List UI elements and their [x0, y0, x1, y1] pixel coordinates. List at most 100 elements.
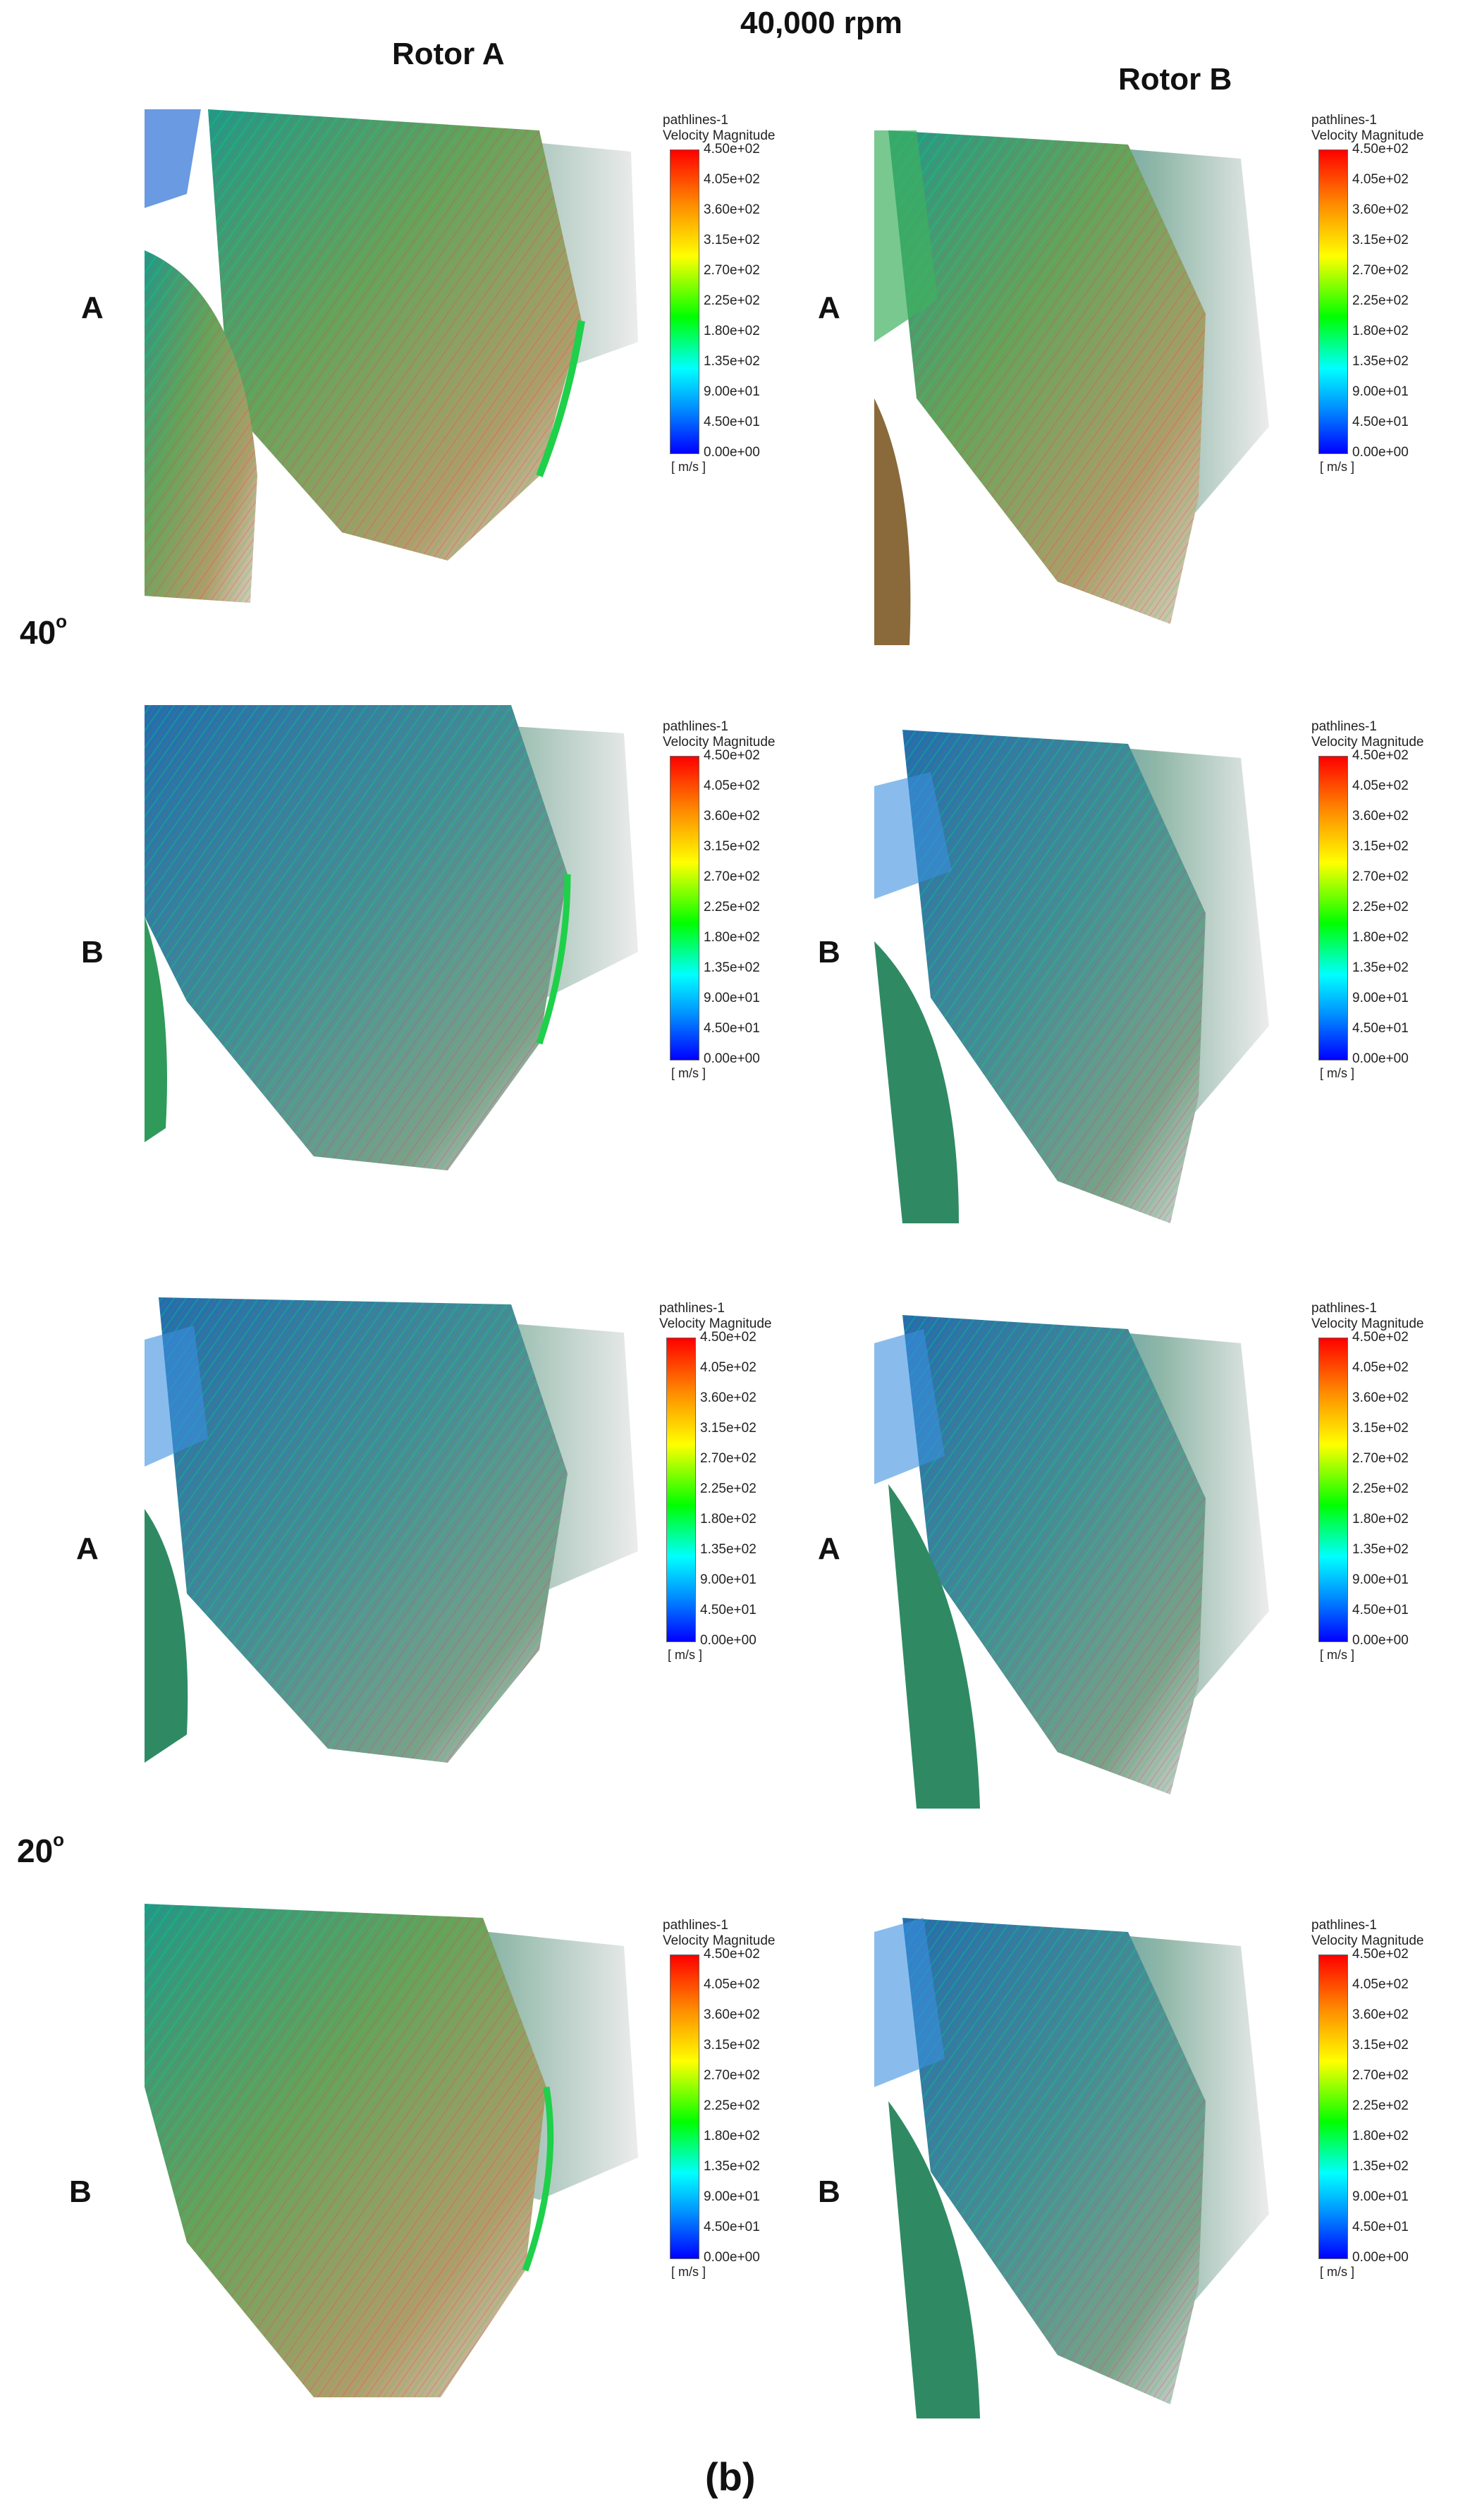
rotor-b-header: Rotor B	[1118, 62, 1232, 97]
legend-tick-label: 9.00e+01	[1352, 2189, 1409, 2204]
legend-rotor-a-20-a: pathlines-1 Velocity Magnitude 4.50e+02 4.0…	[659, 1301, 814, 1682]
row-label-2-right: B	[818, 935, 840, 970]
legend-tick-label: 3.15e+02	[704, 839, 760, 854]
legend-unit: [ m/s ]	[1320, 2265, 1354, 2279]
legend-tick-label: 4.50e+01	[700, 1603, 757, 1617]
figure-caption: (b)	[705, 2454, 756, 2499]
legend-unit: [ m/s ]	[668, 1648, 702, 1662]
legend-tick-label: 1.35e+02	[700, 1542, 757, 1557]
legend-tick-label: 0.00e+00	[704, 445, 760, 460]
row-label-4-right: B	[818, 2175, 840, 2209]
legend-tick-label: 0.00e+00	[1352, 445, 1409, 460]
legend-tick-label: 2.25e+02	[704, 2098, 760, 2113]
legend-title: pathlines-1	[663, 113, 728, 128]
legend-tick-label: 1.80e+02	[1352, 324, 1409, 338]
legend-unit: [ m/s ]	[671, 460, 706, 474]
legend-tick-label: 9.00e+01	[1352, 991, 1409, 1005]
legend-tick-label: 3.15e+02	[1352, 1421, 1409, 1436]
legend-title: pathlines-1	[1311, 113, 1377, 128]
legend-rotor-a-40-b: pathlines-1 Velocity Magnitude 4.50e+02 4.0…	[663, 719, 818, 1100]
legend-rotor-a-20-b: pathlines-1 Velocity Magnitude 4.50e+02 4.0…	[663, 1918, 818, 2299]
legend-title: pathlines-1	[1311, 1301, 1377, 1316]
angle-40-value: 40	[20, 614, 56, 651]
row-label-3-right: A	[818, 1531, 840, 1566]
legend-tick-label: 4.50e+02	[1352, 1947, 1409, 1962]
legend-tick-label: 2.25e+02	[1352, 293, 1409, 308]
legend-tick-label: 1.80e+02	[704, 930, 760, 945]
legend-tick-label: 4.50e+01	[1352, 415, 1409, 429]
rotor-a-20-b-image	[145, 1904, 652, 2418]
legend-rotor-b-40-a: pathlines-1 Velocity Magnitude 4.50e+02 4.0…	[1311, 113, 1466, 494]
rotor-a-40-b-image	[145, 705, 652, 1213]
legend-tick-label: 3.60e+02	[1352, 809, 1409, 824]
legend-colorbar	[670, 149, 699, 454]
legend-tick-label: 1.35e+02	[704, 354, 760, 369]
legend-tick-label: 4.50e+01	[704, 2220, 760, 2234]
rotor-a-header: Rotor A	[392, 37, 505, 71]
rotor-a-40-a-image	[145, 109, 652, 617]
rotor-b-40-a-image	[874, 130, 1283, 645]
legend-tick-label: 0.00e+00	[1352, 2250, 1409, 2265]
legend-tick-label: 4.50e+02	[704, 1947, 760, 1962]
legend-colorbar	[1318, 1955, 1348, 2259]
legend-tick-label: 4.50e+02	[1352, 142, 1409, 157]
legend-tick-label: 3.60e+02	[1352, 202, 1409, 217]
legend-tick-label: 1.35e+02	[1352, 960, 1409, 975]
legend-unit: [ m/s ]	[1320, 1648, 1354, 1662]
legend-tick-label: 4.50e+02	[1352, 1330, 1409, 1345]
angle-label-40: 40o	[20, 611, 68, 652]
legend-tick-label: 1.35e+02	[1352, 354, 1409, 369]
row-label-3-left: A	[76, 1531, 99, 1566]
row-label-1-right: A	[818, 290, 840, 325]
legend-subtitle: Velocity Magnitude	[663, 128, 776, 143]
legend-unit: [ m/s ]	[1320, 460, 1354, 474]
legend-tick-label: 1.80e+02	[1352, 930, 1409, 945]
row-label-4-left: B	[69, 2175, 92, 2209]
legend-tick-label: 4.05e+02	[1352, 172, 1409, 187]
legend-title: pathlines-1	[663, 719, 728, 734]
legend-tick-label: 4.05e+02	[700, 1360, 757, 1375]
legend-tick-label: 1.35e+02	[704, 2159, 760, 2174]
legend-rotor-b-20-a: pathlines-1 Velocity Magnitude 4.50e+02 4.0…	[1311, 1301, 1466, 1682]
legend-unit: [ m/s ]	[671, 1066, 706, 1080]
legend-tick-label: 9.00e+01	[700, 1572, 757, 1587]
row-label-2-left: B	[81, 935, 104, 970]
legend-tick-label: 3.60e+02	[704, 809, 760, 824]
legend-tick-label: 2.25e+02	[1352, 1481, 1409, 1496]
legend-tick-label: 3.15e+02	[1352, 2038, 1409, 2053]
legend-tick-label: 9.00e+01	[1352, 1572, 1409, 1587]
legend-tick-label: 4.50e+01	[1352, 1021, 1409, 1036]
legend-tick-label: 4.50e+01	[1352, 2220, 1409, 2234]
legend-tick-label: 4.50e+02	[704, 142, 760, 157]
legend-title: pathlines-1	[1311, 1918, 1377, 1933]
legend-tick-label: 4.50e+02	[700, 1330, 757, 1345]
legend-title: pathlines-1	[659, 1301, 725, 1316]
legend-tick-label: 4.05e+02	[1352, 1977, 1409, 1992]
legend-tick-label: 0.00e+00	[1352, 1051, 1409, 1066]
rotor-b-20-b-image	[874, 1918, 1283, 2426]
legend-tick-label: 1.35e+02	[1352, 1542, 1409, 1557]
legend-title: pathlines-1	[1311, 719, 1377, 734]
legend-tick-label: 4.50e+01	[704, 1021, 760, 1036]
legend-tick-label: 2.70e+02	[704, 2068, 760, 2083]
legend-subtitle: Velocity Magnitude	[663, 1933, 776, 1948]
legend-tick-label: 3.15e+02	[704, 2038, 760, 2053]
angle-40-unit: o	[56, 611, 68, 632]
legend-tick-label: 3.60e+02	[1352, 2007, 1409, 2022]
legend-tick-label: 1.35e+02	[1352, 2159, 1409, 2174]
legend-tick-label: 4.50e+02	[1352, 748, 1409, 763]
legend-colorbar	[670, 756, 699, 1060]
legend-tick-label: 4.05e+02	[1352, 1360, 1409, 1375]
legend-unit: [ m/s ]	[671, 2265, 706, 2279]
legend-tick-label: 2.70e+02	[704, 263, 760, 278]
legend-subtitle: Velocity Magnitude	[1311, 1316, 1424, 1331]
legend-colorbar	[1318, 1338, 1348, 1642]
legend-tick-label: 4.05e+02	[1352, 778, 1409, 793]
legend-tick-label: 9.00e+01	[704, 991, 760, 1005]
legend-tick-label: 2.25e+02	[700, 1481, 757, 1496]
legend-tick-label: 2.25e+02	[704, 900, 760, 915]
legend-colorbar	[1318, 149, 1348, 454]
legend-tick-label: 2.70e+02	[704, 869, 760, 884]
legend-tick-label: 2.25e+02	[1352, 2098, 1409, 2113]
legend-tick-label: 3.60e+02	[1352, 1390, 1409, 1405]
